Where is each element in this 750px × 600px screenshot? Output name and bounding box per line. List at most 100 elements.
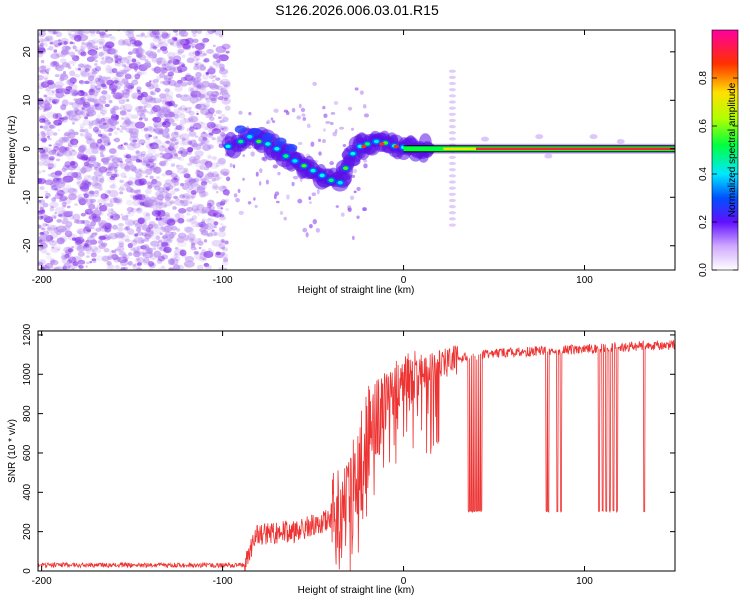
spectrogram-noise-blob <box>254 204 258 209</box>
spectrogram-noise-blob <box>312 218 317 225</box>
spectrogram-noise-blob <box>164 95 174 102</box>
spectrogram-x-label: Height of straight line (km) <box>298 285 415 296</box>
spectrogram-noise-blob <box>220 168 230 176</box>
spectrogram-noise-blob <box>57 129 61 132</box>
spectrogram-noise-blob <box>332 131 338 137</box>
spectrogram-noise-blob <box>53 142 61 148</box>
spectrogram-noise-blob <box>104 190 111 194</box>
spectrogram-noise-blob <box>153 197 161 203</box>
spectrogram-noise-blob <box>110 36 114 39</box>
spectrogram-noise-blob <box>130 247 136 252</box>
spectrogram-noise-blob <box>200 256 205 261</box>
spectrogram-noise-blob <box>172 30 179 33</box>
spectrogram-noise-blob <box>39 231 45 236</box>
spectrogram-noise-blob <box>71 172 79 178</box>
spectrogram-noise-blob <box>62 210 70 218</box>
spectrogram-noise-blob <box>122 96 130 102</box>
spectrogram-noise-blob <box>183 179 190 184</box>
spectrogram-noise-blob <box>61 252 65 256</box>
spectrogram-noise-blob <box>136 208 141 211</box>
spectrogram-noise-blob <box>323 128 326 132</box>
spectrogram-noise-blob <box>152 158 157 162</box>
spectrogram-noise-blob <box>66 30 73 34</box>
spectrogram-noise-blob <box>107 155 118 162</box>
spectrogram-noise-blob <box>43 109 46 113</box>
spectrogram-noise-blob <box>137 237 145 245</box>
spectrogram-noise-blob <box>154 44 159 49</box>
spectrogram-x-tick-label: 100 <box>576 275 593 286</box>
spectrogram-noise-blob <box>113 54 119 59</box>
spectrogram-noise-blob <box>128 76 134 80</box>
spectrogram-noise-blob <box>61 238 65 242</box>
spectrogram-noise-blob <box>87 181 92 185</box>
spectrogram-noise-blob <box>145 212 151 217</box>
spectrogram-noise-blob <box>101 194 106 198</box>
spectrogram-noise-blob <box>199 65 206 71</box>
spectrogram-noise-blob <box>159 46 168 51</box>
spectrogram-noise-blob <box>123 117 131 123</box>
spectrogram-noise-blob <box>142 62 152 69</box>
spectrogram-noise-blob <box>38 85 44 90</box>
spectrogram-noise-blob <box>352 168 358 174</box>
spectrogram-noise-blob <box>62 71 67 74</box>
spectrogram-noise-blob <box>325 120 331 124</box>
spectrogram-noise-blob <box>140 197 144 201</box>
spectrogram-noise-blob <box>139 250 148 257</box>
spectrogram-noise-blob <box>164 154 168 157</box>
spectrogram-noise-blob <box>38 44 44 51</box>
spectrogram-noise-blob <box>161 172 167 177</box>
spectrogram-noise-blob <box>163 159 168 163</box>
spectrogram-noise-blob <box>145 197 152 202</box>
spectrogram-noise-blob <box>173 149 178 154</box>
spectrogram-noise-blob <box>121 91 130 98</box>
spectrogram-noise-blob <box>143 197 155 205</box>
spectrogram-noise-blob <box>48 144 52 147</box>
spectrogram-noise-blob <box>172 231 177 236</box>
spectrogram-noise-blob <box>187 233 196 241</box>
spectrogram-noise-blob <box>38 37 45 43</box>
spectrogram-noise-blob <box>152 205 163 212</box>
spectrogram-noise-blob <box>171 225 178 231</box>
spectrogram-noise-blob <box>134 121 146 129</box>
spectrogram-noise-blob <box>200 108 211 115</box>
spectrogram-noise-blob <box>73 30 77 33</box>
spectrogram-noise-blob <box>144 232 151 238</box>
spectrogram-noise-blob <box>99 211 105 216</box>
spectrogram-noise-blob <box>50 205 54 209</box>
spectrogram-spurious-blob <box>448 211 456 215</box>
spectrogram-noise-blob <box>114 170 118 174</box>
spectrogram-noise-blob <box>38 261 44 266</box>
spectrogram-noise-blob <box>120 104 126 110</box>
spectrogram-noise-blob <box>89 234 94 238</box>
spectrogram-noise-blob <box>110 162 119 170</box>
spectrogram-noise-blob <box>259 168 263 174</box>
spectrogram-noise-blob <box>102 50 108 55</box>
spectrogram-noise-blob <box>70 89 78 95</box>
spectrogram-noise-blob <box>112 92 124 100</box>
spectrogram-noise-blob <box>76 219 84 225</box>
spectrogram-noise-blob <box>146 110 150 114</box>
spectrogram-noise-blob <box>220 125 229 132</box>
spectrogram-noise-blob <box>52 266 56 270</box>
spectrogram-noise-blob <box>100 83 107 88</box>
spectrogram-noise-blob <box>190 195 195 200</box>
spectrogram-noise-blob <box>167 185 174 190</box>
spectrogram-noise-blob <box>157 41 168 49</box>
spectrogram-noise-blob <box>212 212 222 218</box>
spectrogram-tone-hotspot <box>393 144 399 148</box>
spectrogram-noise-blob <box>353 190 357 194</box>
spectrogram-noise-blob <box>334 128 338 134</box>
spectrogram-noise-blob <box>51 240 55 243</box>
spectrogram-noise-blob <box>38 146 49 154</box>
spectrogram-noise-blob <box>158 191 170 199</box>
spectrogram-noise-blob <box>42 129 51 137</box>
spectrogram-noise-blob <box>162 227 170 233</box>
spectrogram-noise-blob <box>98 122 110 129</box>
spectrogram-noise-blob <box>68 102 74 106</box>
spectrogram-noise-blob <box>57 213 63 217</box>
spectrogram-noise-blob <box>99 34 105 38</box>
spectrogram-noise-blob <box>221 97 231 105</box>
spectrogram-noise-blob <box>152 116 162 123</box>
spectrogram-noise-blob <box>201 249 206 253</box>
spectrogram-noise-blob <box>72 114 82 121</box>
